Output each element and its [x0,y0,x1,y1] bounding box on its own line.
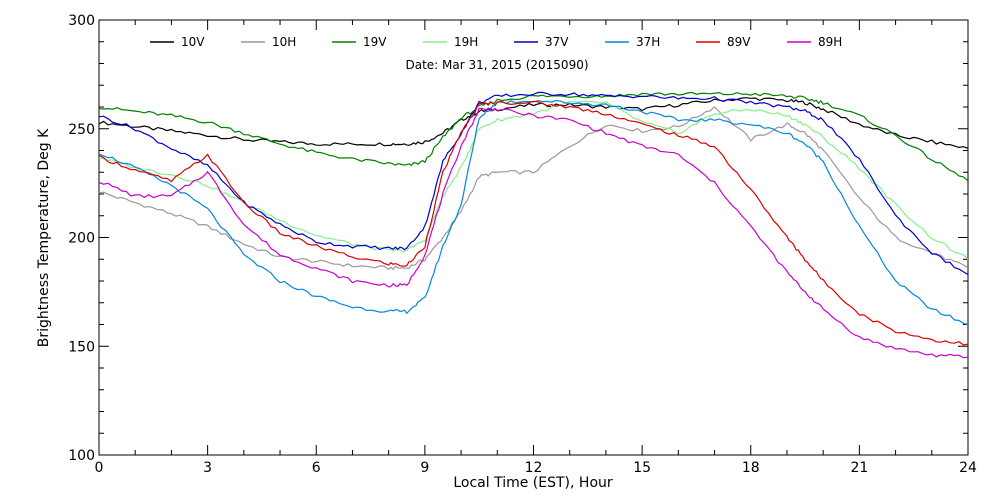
legend-label-10v: 10V [181,35,205,49]
date-annotation: Date: Mar 31, 2015 (2015090) [405,58,588,72]
x-tick-label: 24 [959,460,977,476]
series-line-10v [98,97,969,149]
y-tick-label: 100 [68,448,95,464]
legend-label-37h: 37H [636,35,660,49]
series-line-37h [98,99,969,326]
y-tick-label: 300 [68,13,95,29]
series-line-89v [98,100,969,346]
series-line-19v [98,91,969,182]
legend: 10V 10H 19V 19H 37V 37H 89V 89H [150,35,842,49]
x-tick-label: 0 [95,460,104,476]
x-tick-label: 18 [742,460,760,476]
x-axis-title: Local Time (EST), Hour [453,475,613,491]
series-lines [98,91,969,359]
series-line-89h [98,107,969,359]
legend-label-89v: 89V [727,35,751,49]
y-tick-label: 200 [68,231,95,247]
x-tick-label: 3 [203,460,212,476]
legend-label-19v: 19V [363,35,387,49]
legend-label-37v: 37V [545,35,569,49]
x-tick-label: 12 [525,460,543,476]
y-tick-label: 250 [68,122,95,138]
legend-label-10h: 10H [272,35,296,49]
series-line-37v [98,91,969,276]
legend-label-89h: 89H [818,35,842,49]
y-tick-label: 150 [68,339,95,355]
x-tick-label: 9 [420,460,429,476]
legend-label-19h: 19H [454,35,478,49]
y-axis-title: Brightness Temperature, Deg K [36,128,52,347]
series-line-19h [98,100,969,260]
series-line-10h [98,106,969,271]
x-tick-label: 6 [312,460,321,476]
x-tick-label: 21 [850,460,868,476]
axis-ticks: 0 3 6 9 12 15 18 21 24 100 150 200 250 300 [68,13,977,476]
x-tick-label: 15 [633,460,651,476]
